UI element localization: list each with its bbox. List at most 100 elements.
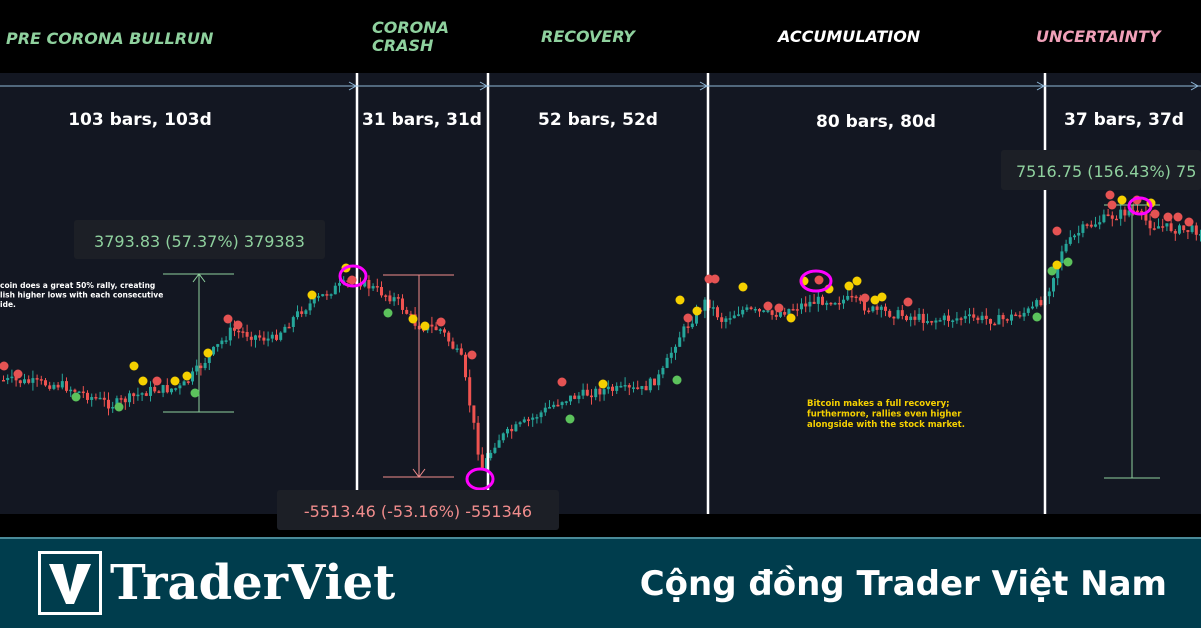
candle-body [871, 306, 875, 312]
candle-body [1098, 222, 1102, 225]
signal-dot [1107, 200, 1117, 210]
signal-dot [182, 371, 192, 381]
candle-body [766, 310, 770, 312]
candle-body [438, 329, 442, 331]
phase-label: PRE CORONA BULLRUN [6, 29, 214, 48]
candle-body [909, 316, 913, 321]
candle-body [602, 389, 606, 395]
signal-dot [152, 376, 162, 386]
candle-body [770, 310, 774, 315]
signal-dot [774, 303, 784, 313]
candle-body [1102, 214, 1106, 223]
signal-dot [307, 290, 317, 300]
signal-dot [814, 275, 824, 285]
candle-body [846, 295, 850, 300]
candle-body [590, 395, 593, 398]
candle-body [905, 315, 908, 321]
measure-value: -5513.46 (-53.16%) -551346 [304, 502, 532, 521]
candle-body [648, 378, 652, 391]
candle-body [686, 326, 690, 328]
candle-body [1035, 300, 1039, 307]
candle-body [388, 295, 392, 302]
highlight-ring [1127, 196, 1153, 216]
candle-body [212, 346, 215, 355]
signal-dot [557, 377, 567, 387]
candle-body [1064, 243, 1068, 252]
candle-body [308, 303, 312, 311]
candle-body [1039, 300, 1043, 306]
candle-body [333, 285, 337, 295]
candle-body [497, 440, 501, 448]
candle-body [884, 306, 887, 311]
annotation-text: furthermore, rallies even higher [807, 410, 962, 420]
signal-dot [223, 314, 233, 324]
candle-body [144, 393, 148, 396]
candle-body [774, 314, 778, 317]
candle-body [220, 340, 224, 345]
candle-body [1144, 212, 1148, 221]
candle-body [594, 388, 598, 398]
signal-dot [1184, 217, 1194, 227]
candle-body [829, 302, 833, 305]
candle-body [48, 385, 52, 389]
candle-body [854, 296, 858, 299]
candle-body [926, 321, 929, 323]
price-chart: PRE CORONA BULLRUN 103 bars, 103d CORONACR… [0, 18, 1201, 530]
candle-body [564, 401, 568, 403]
candle-body [1115, 218, 1118, 221]
candle-body [157, 391, 161, 393]
signal-dot [1163, 212, 1173, 222]
signal-dot [1032, 312, 1042, 322]
candle-body [1077, 232, 1081, 236]
candle-body [338, 283, 341, 286]
candle-body [228, 327, 232, 341]
measure-box [1001, 150, 1201, 190]
candle-body [615, 385, 619, 391]
signal-dot [1150, 209, 1160, 219]
candle-body [287, 326, 291, 329]
candle-body [443, 329, 446, 333]
signal-dot [203, 348, 213, 358]
annotation-text: coin does a great 50% rally, creating [0, 281, 155, 290]
candle-body [77, 391, 81, 394]
candle-body [199, 365, 203, 369]
candle-body [938, 320, 942, 322]
candle-body [266, 338, 270, 341]
candle-body [1052, 278, 1055, 292]
logo-icon [38, 551, 102, 615]
candle-body [1140, 210, 1144, 213]
candle-body [1110, 215, 1114, 219]
signal-dot [408, 314, 418, 324]
signal-dot [1173, 212, 1183, 222]
phase-label: CRASH [372, 36, 434, 55]
candle-body [31, 378, 35, 383]
candle-body [669, 352, 673, 358]
candle-body [1081, 224, 1085, 233]
candle-body [1068, 237, 1072, 244]
candle-body [661, 367, 665, 375]
candle-body [825, 302, 829, 305]
signal-dot [233, 320, 243, 330]
candle-body [623, 385, 627, 387]
candle-body [203, 362, 207, 369]
candle-body [1148, 220, 1152, 229]
candle-body [1073, 235, 1076, 238]
candle-body [1169, 223, 1173, 231]
candle-body [984, 315, 988, 319]
candle-body [892, 316, 896, 319]
candle-body [249, 336, 253, 340]
candle-body [149, 386, 152, 396]
candle-body [317, 296, 320, 298]
candle-body [728, 318, 732, 320]
candle-body [464, 354, 467, 378]
candle-body [111, 407, 115, 409]
annotation-text: Bitcoin makes a full recovery; [807, 399, 950, 409]
candle-body [972, 314, 976, 318]
candle-body [1001, 315, 1005, 320]
annotation-text: alongside with the stock market. [807, 420, 965, 430]
candle-body [863, 300, 866, 311]
candle-body [409, 313, 413, 316]
candle-body [191, 371, 194, 382]
candle-body [779, 312, 782, 317]
candle-body [598, 388, 602, 395]
